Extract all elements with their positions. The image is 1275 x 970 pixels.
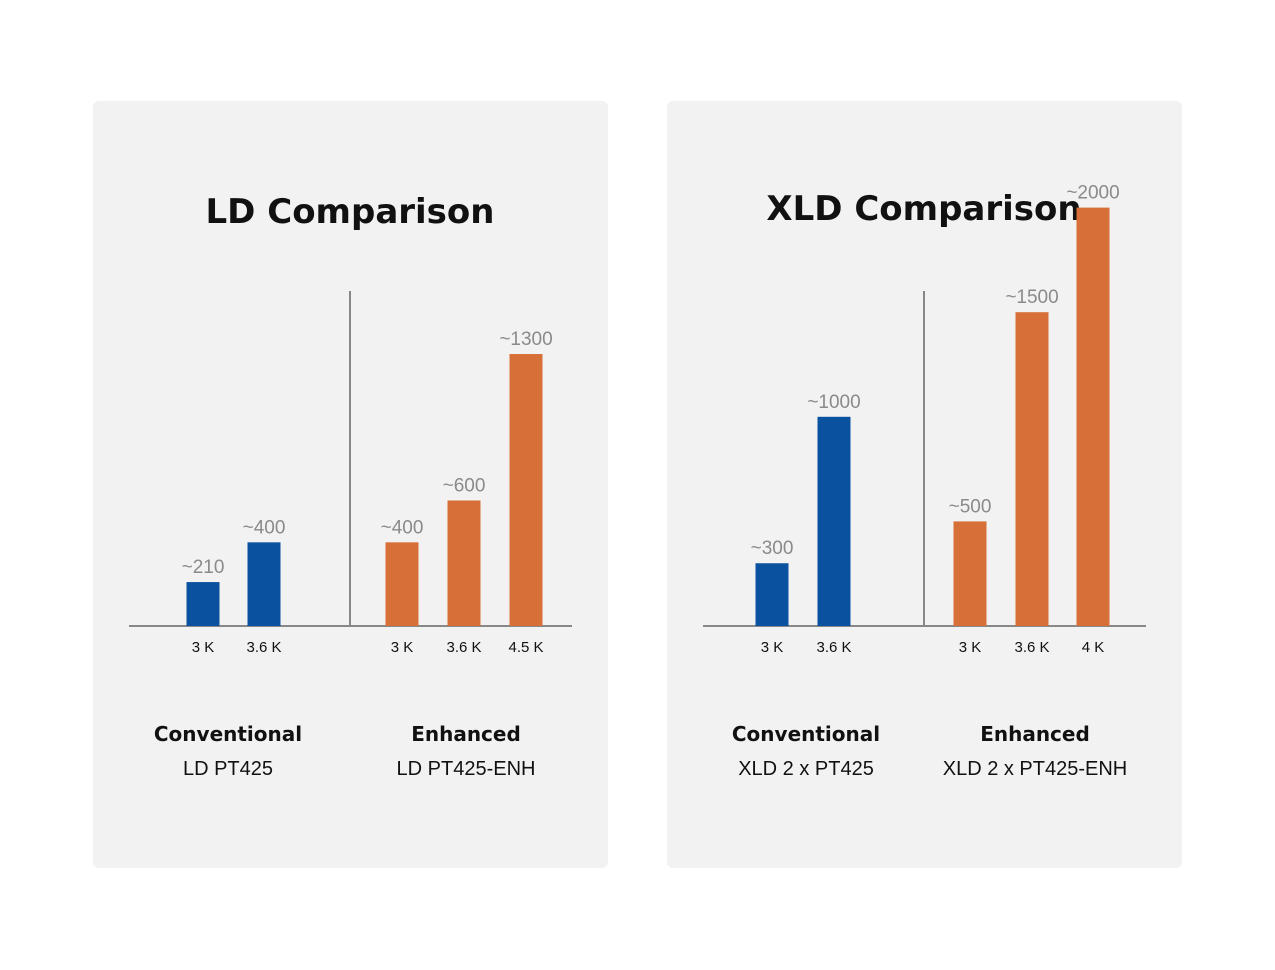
data-label: ~1500 (1005, 287, 1058, 308)
group-model-conventional: XLD 2 x PT425 (738, 758, 874, 780)
bar-enhanced-1 (385, 542, 419, 626)
data-label: ~400 (243, 517, 286, 538)
x-tick-label: 3.6 K (1014, 639, 1049, 656)
data-label: ~300 (751, 538, 794, 559)
bar-enhanced-2 (447, 500, 481, 626)
data-label: ~500 (949, 496, 992, 517)
chart-title: XLD Comparison (766, 189, 1081, 229)
x-tick-label: 3 K (192, 639, 215, 656)
xld-comparison-chart: XLD Comparison ~300 3 K ~1000 3.6 K ~500 3 K ~… (703, 183, 1146, 780)
xld-comparison-panel: XLD Comparison ~300 3 K ~1000 3.6 K ~500 3 K ~… (667, 101, 1182, 868)
group-name-conventional: Conventional (732, 722, 880, 746)
ld-comparison-panel: LD Comparison ~210 3 K ~400 3.6 K ~400 3 K ~60… (93, 101, 608, 868)
bar-conventional-2 (247, 542, 281, 626)
bar-enhanced-2 (1015, 312, 1049, 626)
x-tick-label: 4.5 K (508, 639, 543, 656)
x-tick-label: 3 K (391, 639, 414, 656)
group-name-enhanced: Enhanced (980, 722, 1090, 746)
data-label: ~1300 (499, 329, 552, 350)
bar-conventional-1 (755, 563, 789, 626)
data-label: ~400 (381, 517, 424, 538)
group-name-conventional: Conventional (154, 722, 302, 746)
bar-enhanced-3 (509, 354, 543, 626)
bar-enhanced-3 (1076, 207, 1110, 626)
x-tick-label: 3 K (761, 639, 784, 656)
bar-conventional-1 (186, 582, 220, 626)
group-model-enhanced: XLD 2 x PT425-ENH (943, 758, 1128, 780)
bar-enhanced-1 (953, 521, 987, 626)
data-label: ~600 (443, 475, 486, 496)
x-tick-label: 3.6 K (816, 639, 851, 656)
group-name-enhanced: Enhanced (411, 722, 521, 746)
bar-conventional-2 (817, 416, 851, 626)
x-tick-label: 3 K (959, 639, 982, 656)
x-tick-label: 4 K (1082, 639, 1105, 656)
ld-comparison-chart: LD Comparison ~210 3 K ~400 3.6 K ~400 3 K ~60… (129, 192, 572, 780)
data-label: ~1000 (807, 392, 860, 413)
x-tick-label: 3.6 K (446, 639, 481, 656)
group-model-enhanced: LD PT425-ENH (397, 758, 536, 780)
data-label: ~210 (182, 557, 225, 578)
data-label: ~2000 (1066, 183, 1119, 204)
group-model-conventional: LD PT425 (183, 758, 273, 780)
chart-title: LD Comparison (206, 192, 495, 232)
x-tick-label: 3.6 K (246, 639, 281, 656)
